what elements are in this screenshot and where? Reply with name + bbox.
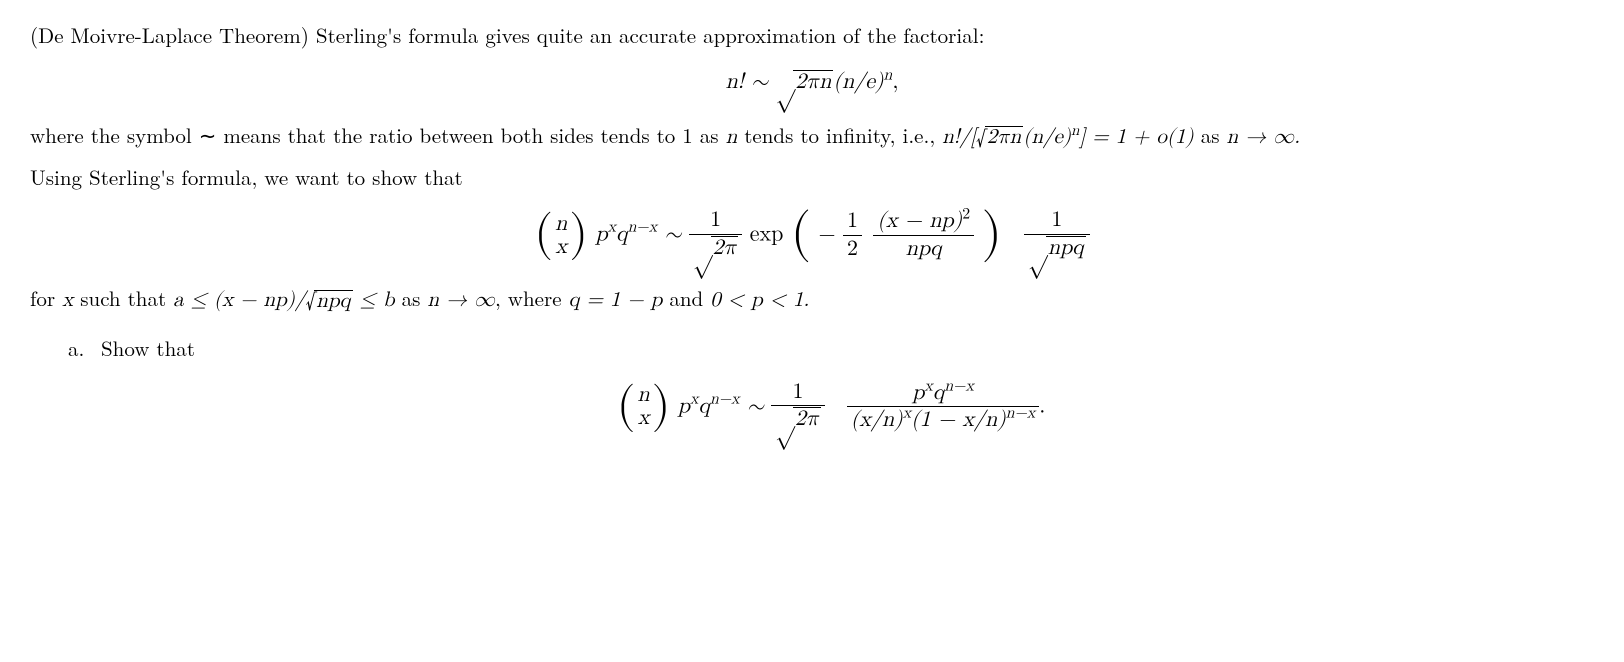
part-a: a. Show that (nx) pxqn−x ∼ 1 √2π pxqn−x …	[68, 333, 1594, 436]
item-a-label: a.	[68, 333, 94, 365]
dml-approx-formula: (nx) pxqn−x ∼ 1 √2π exp ( − 1 2 (x − np)…	[30, 207, 1594, 264]
goal-paragraph: Using Sterling's formula, we want to sho…	[30, 162, 1594, 194]
stirling-formula: n! ∼ √2πn (n/e)n,	[30, 66, 1594, 102]
part-a-formula: (nx) pxqn−x ∼ 1 √2π pxqn−x (x/n)x(1 − x/…	[68, 379, 1594, 436]
item-a-text: Show that	[101, 333, 195, 363]
eq1-sqrt: √2πn	[775, 66, 833, 102]
pq-over-xn: pxqn−x (x/n)x(1 − x/n)n−x	[847, 380, 1040, 435]
condition-paragraph: for x such that a ≤ (x − np)/√npq ≤ b as…	[30, 282, 1594, 317]
ratio-paragraph: where the symbol ∼ means that the ratio …	[30, 119, 1594, 154]
half: 1 2	[843, 208, 862, 263]
eq1-lhs: n! ∼	[726, 71, 776, 93]
one-over-root2pi: 1 √2π	[689, 207, 743, 264]
binom-nx: (nx)	[534, 213, 588, 259]
squared-ratio: (x − np)2 npq	[873, 208, 974, 263]
intro-text: (De Moivre-Laplace Theorem) Sterling's f…	[30, 20, 984, 50]
intro-paragraph: (De Moivre-Laplace Theorem) Sterling's f…	[30, 20, 1594, 52]
eq1-tail: (n/e)	[833, 71, 883, 93]
one-over-rootnpq: 1 √npq	[1024, 207, 1090, 264]
